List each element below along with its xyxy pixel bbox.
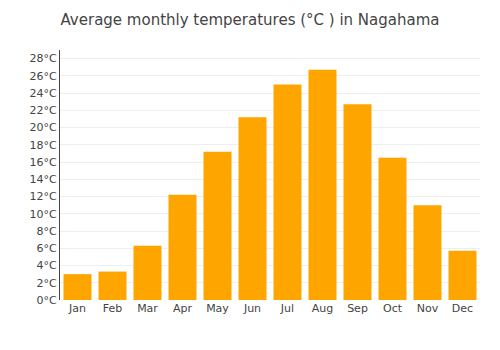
svg-text:12°C: 12°C [30, 190, 57, 203]
svg-text:14°C: 14°C [30, 173, 57, 186]
svg-text:May: May [206, 302, 229, 315]
svg-text:4°C: 4°C [37, 259, 57, 272]
svg-text:Apr: Apr [173, 302, 193, 315]
svg-text:Aug: Aug [312, 302, 333, 315]
svg-text:Nov: Nov [417, 302, 439, 315]
svg-text:0°C: 0°C [37, 294, 57, 307]
svg-text:2°C: 2°C [37, 277, 57, 290]
svg-text:Mar: Mar [137, 302, 158, 315]
svg-text:Jul: Jul [280, 302, 294, 315]
svg-text:Sep: Sep [347, 302, 368, 315]
svg-text:16°C: 16°C [30, 156, 57, 169]
svg-text:28°C: 28°C [30, 52, 57, 65]
svg-text:22°C: 22°C [30, 104, 57, 117]
svg-text:Feb: Feb [103, 302, 122, 315]
svg-text:18°C: 18°C [30, 139, 57, 152]
svg-text:24°C: 24°C [30, 87, 57, 100]
svg-text:8°C: 8°C [37, 225, 57, 238]
svg-text:10°C: 10°C [30, 208, 57, 221]
svg-text:Oct: Oct [383, 302, 403, 315]
svg-text:Dec: Dec [452, 302, 473, 315]
svg-text:Jun: Jun [243, 302, 261, 315]
svg-text:20°C: 20°C [30, 121, 57, 134]
svg-text:Average monthly temperatures (: Average monthly temperatures (°C ) in Na… [60, 11, 439, 29]
svg-text:Jan: Jan [68, 302, 86, 315]
svg-text:6°C: 6°C [37, 242, 57, 255]
svg-text:26°C: 26°C [30, 70, 57, 83]
